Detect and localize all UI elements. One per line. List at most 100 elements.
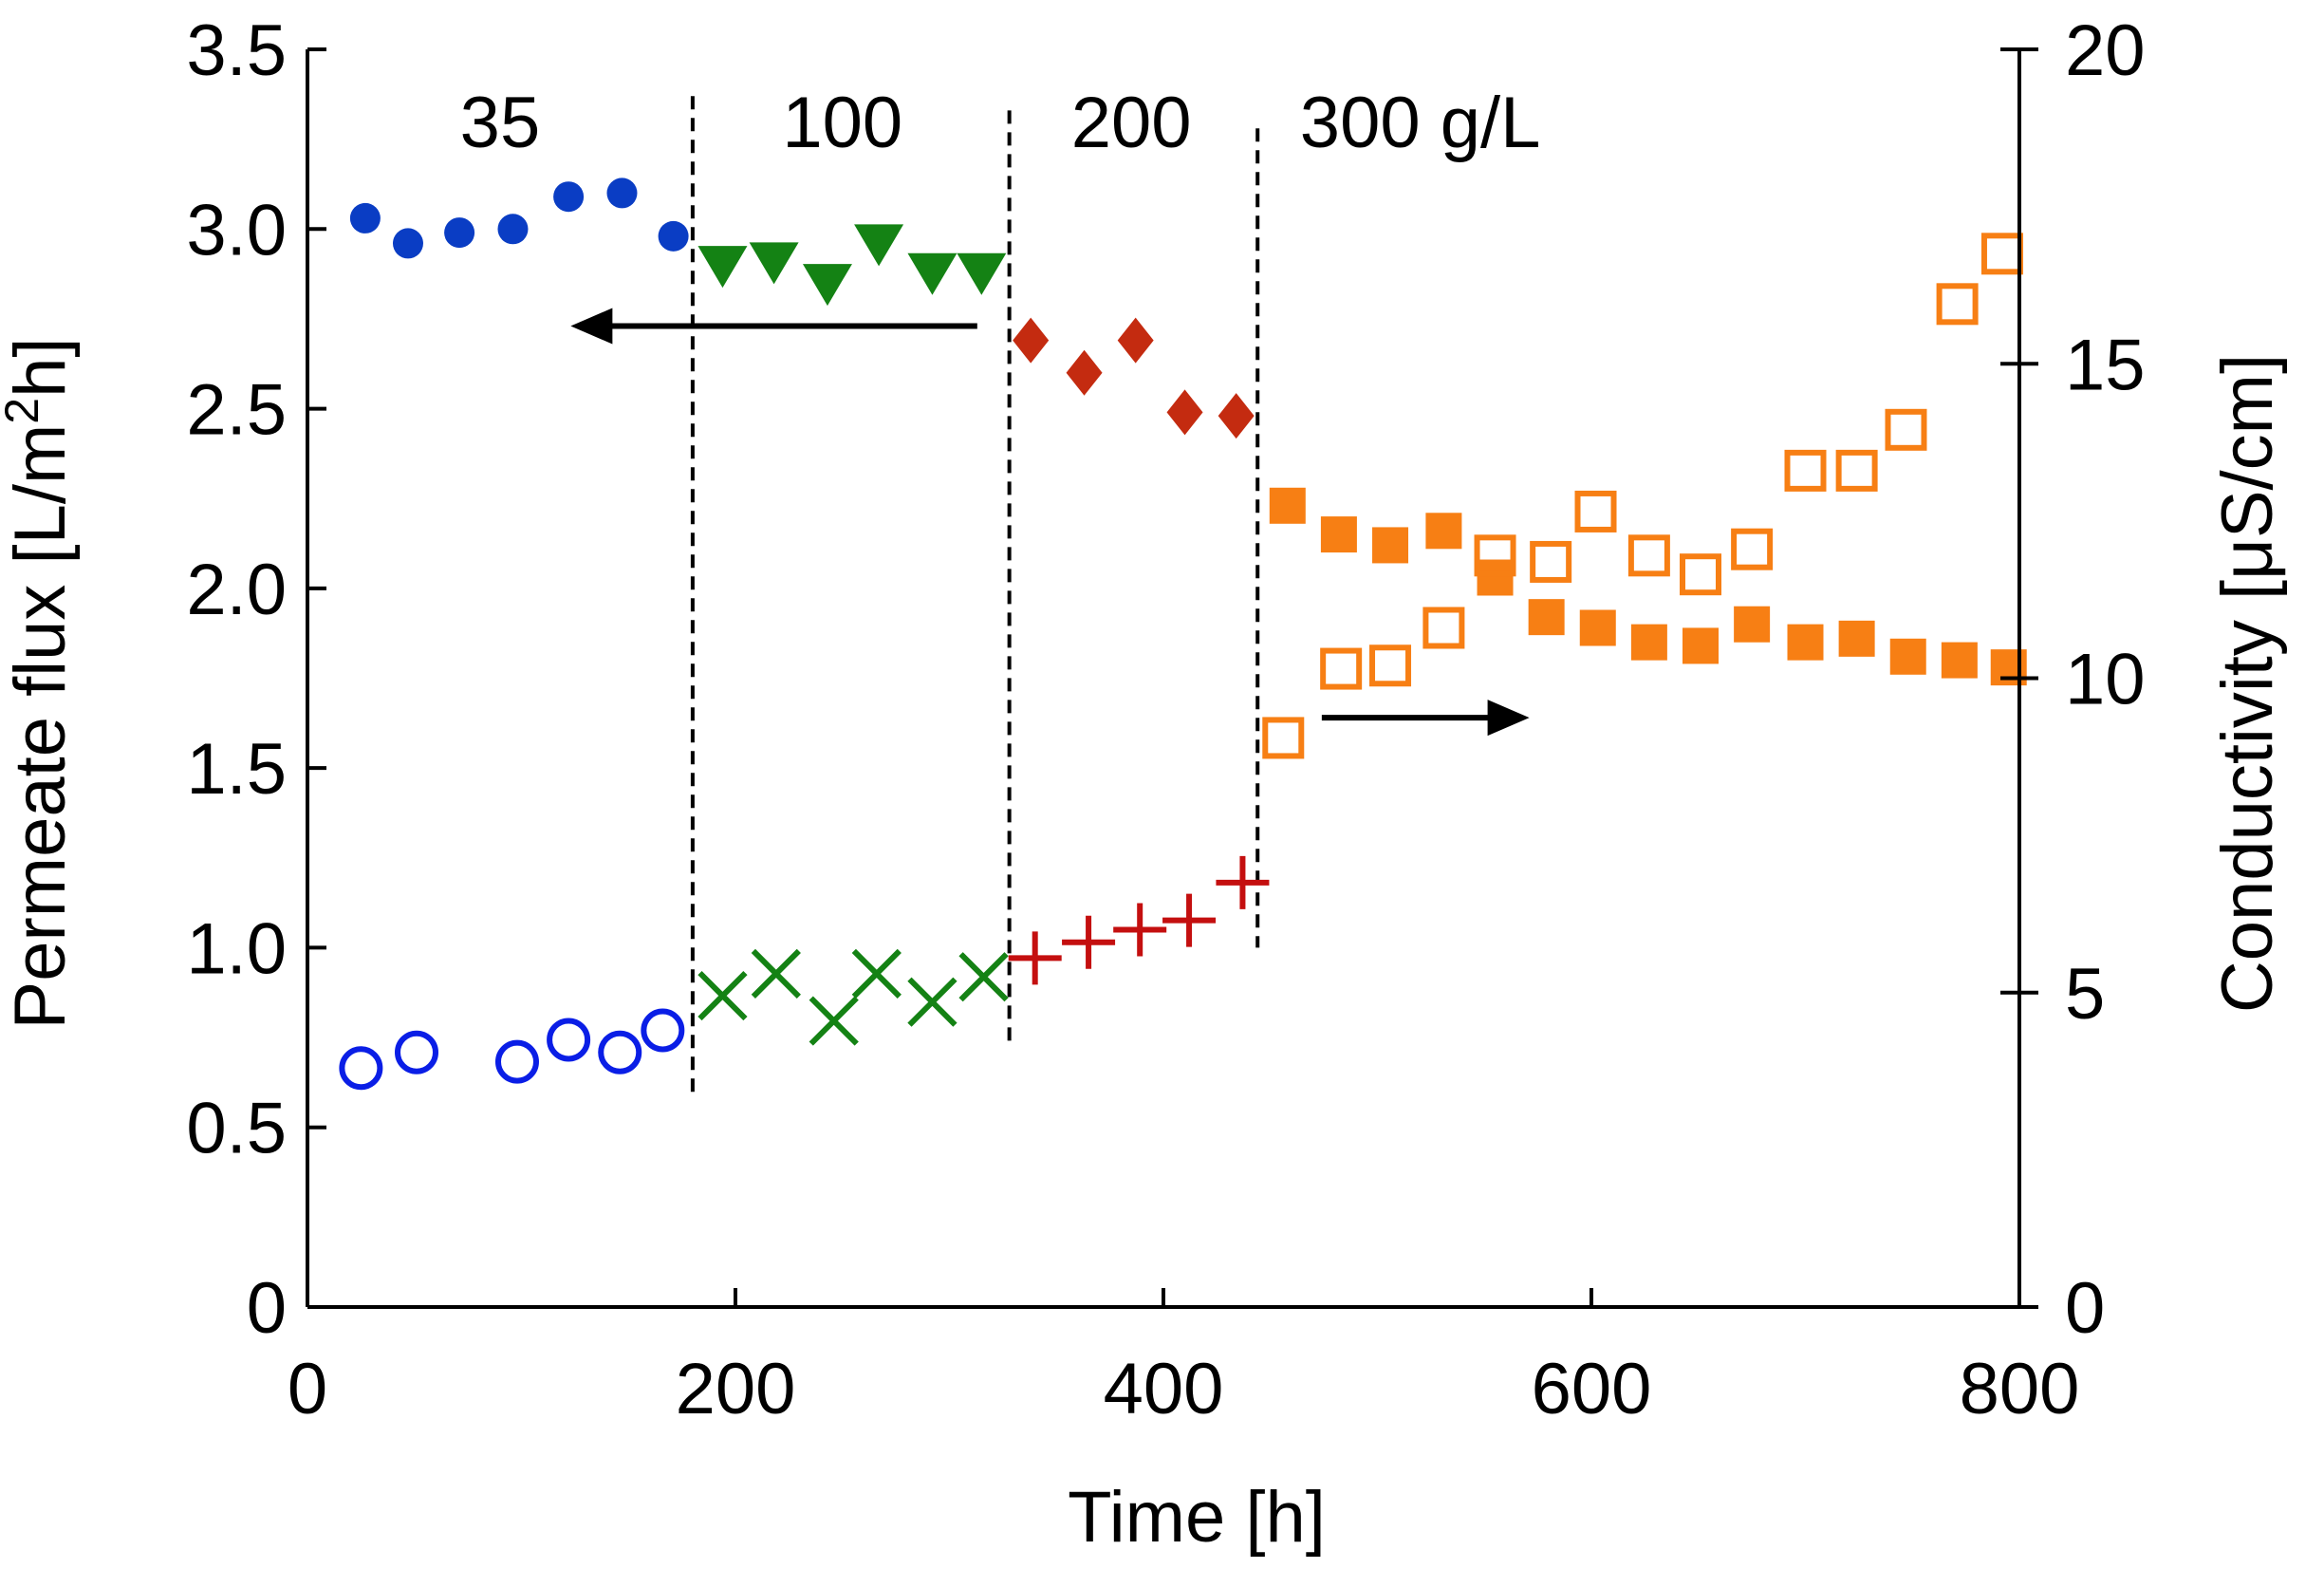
data-point xyxy=(957,252,1007,295)
data-point xyxy=(1477,559,1514,596)
data-point xyxy=(1835,449,1878,492)
data-point xyxy=(1008,931,1062,985)
data-point xyxy=(854,224,904,267)
data-point xyxy=(658,220,689,252)
data-point xyxy=(958,952,1009,1002)
x-axis-title: Time [h] xyxy=(1068,1477,1326,1558)
right-axis-arrow xyxy=(1321,700,1530,737)
data-point xyxy=(907,252,957,295)
axis-arrows xyxy=(570,308,1530,737)
x-tick-label: 0 xyxy=(288,1349,327,1429)
data-point xyxy=(1731,528,1774,570)
data-point xyxy=(1627,534,1670,577)
data-point xyxy=(802,264,852,307)
region-label: 35 xyxy=(460,83,541,163)
data-point xyxy=(851,948,902,999)
data-point xyxy=(1117,317,1154,364)
data-point xyxy=(1320,647,1363,690)
y2-tick-label: 10 xyxy=(2065,640,2146,720)
y-tick-label: 1.5 xyxy=(186,729,287,810)
data-point xyxy=(1574,490,1617,532)
data-point xyxy=(1218,393,1255,439)
data-point xyxy=(751,948,801,999)
y2-tick-label: 5 xyxy=(2065,954,2105,1035)
data-point xyxy=(1579,609,1616,646)
data-point xyxy=(641,1008,685,1053)
data-point xyxy=(1013,317,1050,364)
data-point xyxy=(1269,487,1306,524)
y-tick-label: 2.0 xyxy=(186,550,287,630)
region-dividers xyxy=(690,96,1260,1099)
data-point xyxy=(1166,389,1203,436)
data-point xyxy=(606,177,638,209)
y2-tick-label: 20 xyxy=(2065,10,2146,91)
y-axis-title-superscript: 2 xyxy=(0,398,48,424)
series-circle-open xyxy=(339,1008,685,1091)
y-tick-label: 3.5 xyxy=(186,10,287,91)
y-axis-title: Permeate flux [L/m2h] xyxy=(0,337,81,1029)
data-point xyxy=(1838,620,1875,657)
data-point xyxy=(349,202,381,233)
y-axis-title-part-1: Permeate flux [L/m xyxy=(0,424,81,1030)
data-point xyxy=(392,228,423,259)
series-triangle-down-filled xyxy=(697,224,1007,307)
x-tick-label: 600 xyxy=(1532,1349,1652,1429)
y-tick-label: 0 xyxy=(247,1268,287,1349)
y-axis-title-part-2: h] xyxy=(0,337,81,397)
left-axis-arrow xyxy=(570,308,977,345)
data-series xyxy=(339,177,2027,1091)
data-point xyxy=(1474,534,1516,577)
x-tick-label: 200 xyxy=(676,1349,796,1429)
series-x xyxy=(697,948,1009,1046)
arrow-head xyxy=(1487,700,1530,737)
region-label: 300 g/L xyxy=(1300,83,1541,163)
y2-tick-label: 15 xyxy=(2065,325,2146,405)
x-tick-label: 400 xyxy=(1104,1349,1224,1429)
data-point xyxy=(1889,638,1926,675)
series-square-filled xyxy=(1269,487,2027,686)
data-point xyxy=(1630,624,1667,661)
data-point xyxy=(1680,553,1722,596)
data-point xyxy=(1941,642,1978,679)
series-square-open xyxy=(1262,233,2023,759)
data-point xyxy=(1784,449,1827,492)
data-point xyxy=(1066,349,1103,396)
data-point xyxy=(1528,599,1565,636)
data-point xyxy=(1787,624,1824,661)
data-point xyxy=(697,246,748,289)
data-point xyxy=(494,1039,539,1084)
data-point xyxy=(1683,627,1720,664)
data-point xyxy=(1162,893,1217,947)
region-label: 100 xyxy=(782,83,902,163)
data-point xyxy=(1422,607,1465,649)
y2-tick-label: 0 xyxy=(2065,1268,2105,1349)
data-point xyxy=(1369,644,1412,687)
data-point xyxy=(1885,408,1927,451)
y2-axis-title: Conductivity [μS/cm] xyxy=(2207,354,2288,1013)
y-tick-label: 1.0 xyxy=(186,908,287,989)
arrow-head xyxy=(570,308,613,345)
y-tick-label: 2.5 xyxy=(186,370,287,451)
data-point xyxy=(1425,513,1462,550)
data-point xyxy=(1372,527,1409,564)
y-tick-label: 0.5 xyxy=(186,1089,287,1169)
data-point xyxy=(553,181,585,213)
data-point xyxy=(1216,855,1270,909)
axes xyxy=(306,47,2038,1309)
data-point xyxy=(1262,717,1305,759)
data-point xyxy=(907,977,957,1027)
series-diamond-filled xyxy=(1013,317,1255,439)
x-tick-label: 800 xyxy=(1960,1349,2080,1429)
data-point xyxy=(395,1030,439,1074)
data-point xyxy=(749,242,799,285)
data-point xyxy=(339,1046,383,1091)
data-point xyxy=(1530,540,1572,583)
series-circle-filled xyxy=(349,177,689,259)
data-point xyxy=(809,996,859,1046)
data-point xyxy=(444,217,475,249)
data-point xyxy=(1320,516,1357,553)
data-point xyxy=(1113,903,1167,957)
